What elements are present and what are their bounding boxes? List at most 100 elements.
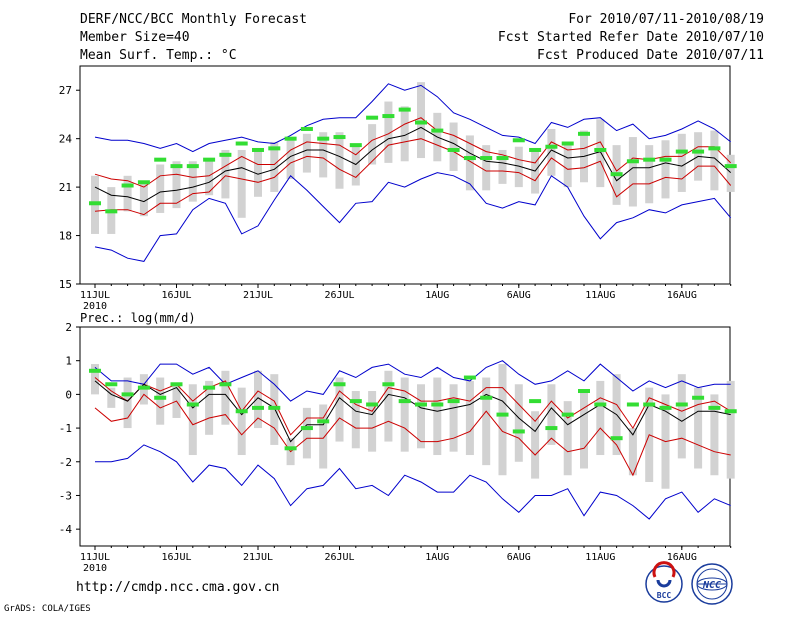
temperature-xtick-label: 6AUG: [507, 290, 531, 301]
ncc-logo: NCC: [691, 563, 733, 605]
temperature-xtick-label: 16AUG: [667, 290, 697, 301]
temperature-spread-box: [661, 140, 670, 199]
temperature-spread-box: [368, 124, 377, 165]
temperature-observed-mark: [137, 180, 150, 185]
temperature-observed-mark: [496, 156, 509, 161]
precipitation-observed-mark: [463, 375, 476, 380]
temperature-observed-mark: [317, 136, 330, 141]
temperature-spread-box: [351, 146, 360, 186]
precipitation-xtick-label: 1AUG: [425, 552, 449, 563]
bcc-logo-text: BCC: [657, 591, 672, 600]
precipitation-xtick-label: 11JUL: [80, 552, 110, 563]
precipitation-observed-mark: [349, 399, 362, 404]
precipitation-observed-mark: [317, 419, 330, 424]
precipitation-xtick-label: 26JUL: [324, 552, 354, 563]
chart-title: DERF/NCC/BCC Monthly Forecast: [80, 12, 307, 27]
precipitation-spread-box: [433, 377, 442, 456]
precipitation-observed-mark: [626, 402, 639, 407]
temperature-observed-mark: [463, 156, 476, 161]
precipitation-spread-box: [188, 384, 197, 456]
precipitation-observed-mark: [170, 382, 183, 387]
temperature-upper-line: [94, 117, 732, 188]
forecast-period: For 2010/07/11-2010/08/19: [568, 12, 764, 27]
temperature-xtick-sublabel: 2010: [83, 301, 107, 312]
precipitation-observed-mark: [366, 402, 379, 407]
precip-title: Prec.: log(mm/d): [80, 311, 196, 325]
precipitation-xtick-sublabel: 2010: [83, 563, 107, 574]
temperature-spread-box: [596, 119, 605, 188]
temperature-observed-mark: [578, 131, 590, 136]
precipitation-spread-box: [107, 387, 116, 408]
precipitation-mean-line: [94, 380, 731, 443]
temperature-observed-mark: [643, 157, 656, 162]
precipitation-observed-mark: [643, 402, 656, 407]
temperature-observed-mark: [235, 141, 248, 146]
precipitation-observed-mark: [480, 395, 493, 400]
precipitation-ytick-label: -3: [59, 489, 72, 502]
temperature-ytick-label: 24: [59, 133, 73, 146]
temperature-spread-box: [482, 145, 491, 191]
temperature-spread-box: [221, 149, 230, 199]
temperature-observed-mark: [415, 120, 427, 125]
precipitation-observed-mark: [431, 402, 444, 407]
temperature-xtick-label: 11JUL: [80, 290, 110, 301]
precipitation-xtick-label: 16JUL: [161, 552, 191, 563]
temperature-spread-box: [726, 154, 735, 192]
precipitation-ytick-label: -2: [59, 456, 72, 469]
temperature-spread-box: [710, 130, 719, 191]
temperature-spread-box: [465, 135, 474, 191]
temperature-spread-box: [139, 180, 148, 217]
temperature-observed-mark: [105, 209, 118, 214]
precipitation-spread-box: [221, 370, 230, 425]
temperature-observed-mark: [89, 201, 101, 206]
precipitation-observed-mark: [268, 405, 281, 410]
temperature-observed-mark: [610, 172, 623, 177]
variable-label: Mean Surf. Temp.: °C: [80, 48, 237, 63]
temperature-observed-mark: [659, 157, 672, 162]
precipitation-spread-box: [449, 384, 458, 452]
precipitation-observed-mark: [724, 409, 737, 414]
precipitation-observed-mark: [382, 382, 395, 387]
temperature-spread-box: [286, 138, 295, 180]
precipitation-spread-box: [726, 380, 735, 479]
precipitation-spread-box: [465, 380, 474, 456]
temperature-observed-mark: [284, 136, 297, 141]
precipitation-observed-mark: [89, 368, 101, 373]
temperature-observed-mark: [708, 146, 721, 151]
temperature-spread-box: [172, 161, 181, 209]
temperature-observed-mark: [186, 164, 199, 169]
temperature-observed-mark: [382, 114, 395, 119]
produced-date: Fcst Produced Date 2010/07/11: [537, 48, 764, 63]
temperature-observed-mark: [121, 183, 134, 188]
temperature-spread-box: [498, 149, 507, 184]
temperature-xtick-label: 1AUG: [425, 290, 449, 301]
precipitation-observed-mark: [203, 385, 216, 390]
temperature-observed-mark: [480, 156, 493, 161]
precipitation-observed-mark: [708, 405, 721, 410]
temperature-min-line: [94, 172, 732, 262]
temperature-xtick-label: 16JUL: [161, 290, 191, 301]
temperature-spread-box: [514, 146, 523, 188]
precipitation-observed-mark: [675, 402, 688, 407]
temperature-mean-line: [94, 126, 732, 203]
temperature-spread-box: [563, 141, 572, 188]
precipitation-observed-mark: [692, 395, 705, 400]
precipitation-observed-mark: [610, 436, 623, 441]
precipitation-ytick-label: 1: [65, 355, 72, 368]
source-url[interactable]: http://cmdp.ncc.cma.gov.cn: [76, 580, 280, 595]
temperature-observed-mark: [512, 138, 525, 143]
precipitation-spread-box: [384, 370, 393, 442]
temperature-ytick-label: 27: [59, 84, 72, 97]
precipitation-observed-mark: [496, 412, 509, 417]
temperature-spread-box: [319, 132, 328, 178]
temperature-observed-mark: [398, 107, 411, 112]
precipitation-spread-box: [514, 384, 523, 462]
temperature-observed-mark: [529, 147, 542, 152]
precipitation-observed-mark: [529, 399, 542, 404]
grads-credit: GrADS: COLA/IGES: [4, 604, 91, 614]
precipitation-observed-mark: [186, 402, 199, 407]
temperature-observed-mark: [333, 135, 346, 140]
temperature-spread-box: [188, 161, 197, 202]
temperature-spread-box: [237, 149, 246, 218]
refer-date: Fcst Started Refer Date 2010/07/10: [497, 30, 764, 45]
